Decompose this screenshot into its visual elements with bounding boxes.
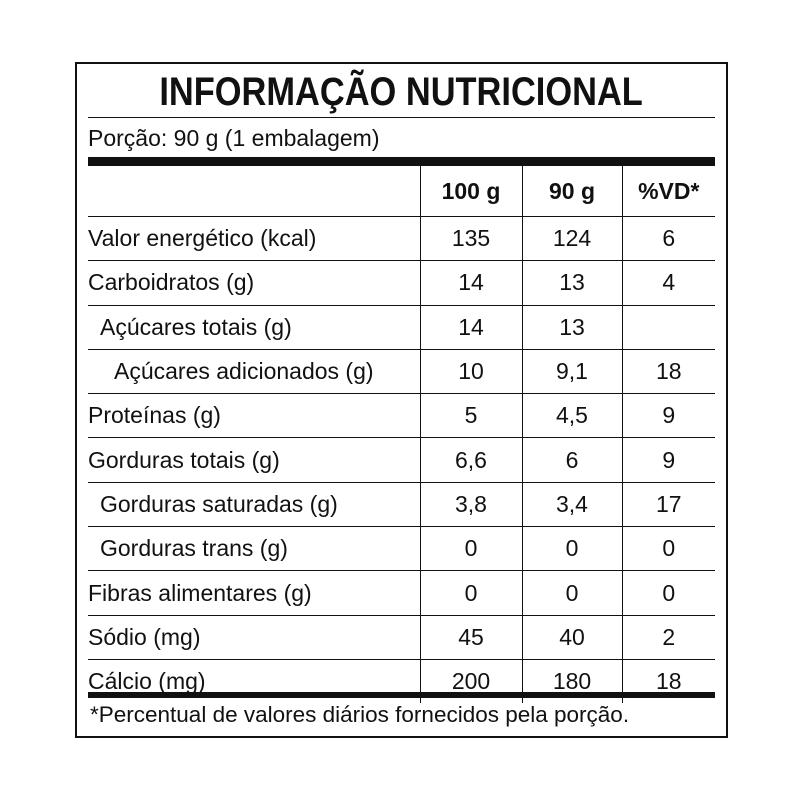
nutrient-value: 13 — [521, 260, 623, 306]
nutrient-label: Gorduras saturadas (g) — [88, 481, 421, 528]
table-row: Gorduras saturadas (g) 3,8 3,4 17 — [88, 481, 715, 528]
table-row: Açúcares adicionados (g) 10 9,1 18 — [88, 348, 715, 395]
table-row: Valor energético (kcal) 135 124 6 — [88, 215, 715, 262]
nutrient-value: 2 — [621, 614, 715, 660]
nutrient-value: 9 — [621, 393, 715, 439]
nutrient-value: 0 — [521, 570, 623, 616]
thick-rule — [88, 157, 715, 166]
header-row: 100 g 90 g %VD* — [88, 166, 715, 217]
table-row: Sódio (mg) 45 40 2 — [88, 614, 715, 660]
nutrient-value: 3,8 — [419, 481, 523, 528]
nutrient-value: 6 — [521, 437, 623, 483]
nutrient-label: Açúcares adicionados (g) — [88, 348, 421, 395]
nutrient-value: 135 — [419, 215, 523, 262]
nutrient-value: 13 — [521, 304, 623, 350]
title-text: INFORMAÇÃO NUTRICIONAL — [159, 70, 644, 114]
table-row: Gorduras totais (g) 6,6 6 9 — [88, 437, 715, 483]
nutrient-label: Valor energético (kcal) — [88, 215, 421, 262]
table-row: Proteínas (g) 5 4,5 9 — [88, 393, 715, 439]
nutrient-value: 4 — [621, 260, 715, 306]
nutrient-value: 18 — [621, 348, 715, 395]
nutrient-value: 4,5 — [521, 393, 623, 439]
table-row: Fibras alimentares (g) 0 0 0 — [88, 570, 715, 616]
nutrient-value: 124 — [521, 215, 623, 262]
nutrient-value: 0 — [419, 526, 523, 572]
nutrient-value: 9,1 — [521, 348, 623, 395]
label-frame — [75, 62, 728, 738]
nutrient-value: 14 — [419, 260, 523, 306]
nutrient-label: Gorduras totais (g) — [88, 437, 421, 483]
nutrient-label: Fibras alimentares (g) — [88, 570, 421, 616]
nutrient-value: 40 — [521, 614, 623, 660]
nutrient-value: 3,4 — [521, 481, 623, 528]
nutrient-value: 6 — [621, 215, 715, 262]
nutrient-value: 45 — [419, 614, 523, 660]
nutrient-value: 17 — [621, 481, 715, 528]
nutrient-value: 9 — [621, 437, 715, 483]
header-cell: 100 g — [419, 166, 523, 217]
header-cell — [88, 166, 421, 217]
nutrient-value: 5 — [419, 393, 523, 439]
nutrient-value: 0 — [621, 526, 715, 572]
table-row: Açúcares totais (g) 14 13 — [88, 304, 715, 350]
nutrient-value: 0 — [419, 570, 523, 616]
nutrient-label: Carboidratos (g) — [88, 260, 421, 306]
header-cell: 90 g — [521, 166, 623, 217]
table-row: Carboidratos (g) 14 13 4 — [88, 260, 715, 306]
nutrient-value: 0 — [521, 526, 623, 572]
nutrient-label: Proteínas (g) — [88, 393, 421, 439]
table-body: 100 g 90 g %VD* Valor energético (kcal) 135 1… — [88, 166, 715, 704]
nutrient-label: Gorduras trans (g) — [88, 526, 421, 572]
header-cell: %VD* — [621, 166, 715, 217]
table-row: Gorduras trans (g) 0 0 0 — [88, 526, 715, 572]
nutrient-value: 10 — [419, 348, 523, 395]
thick-rule — [88, 692, 715, 698]
nutrient-value: 6,6 — [419, 437, 523, 483]
nutrient-label: Açúcares totais (g) — [88, 304, 421, 350]
footnote: *Percentual de valores diários fornecido… — [90, 702, 630, 727]
rule — [88, 117, 715, 118]
nutrient-value: 14 — [419, 304, 523, 350]
nutrient-label: Sódio (mg) — [88, 614, 421, 660]
nutrient-value: 0 — [621, 570, 715, 616]
nutrient-value — [621, 304, 715, 350]
nutrition-table: 100 g 90 g %VD* Valor energético (kcal) 135 1… — [88, 166, 715, 704]
title: INFORMAÇÃO NUTRICIONAL — [88, 68, 715, 116]
serving: Porção: 90 g (1 embalagem) — [88, 125, 380, 151]
